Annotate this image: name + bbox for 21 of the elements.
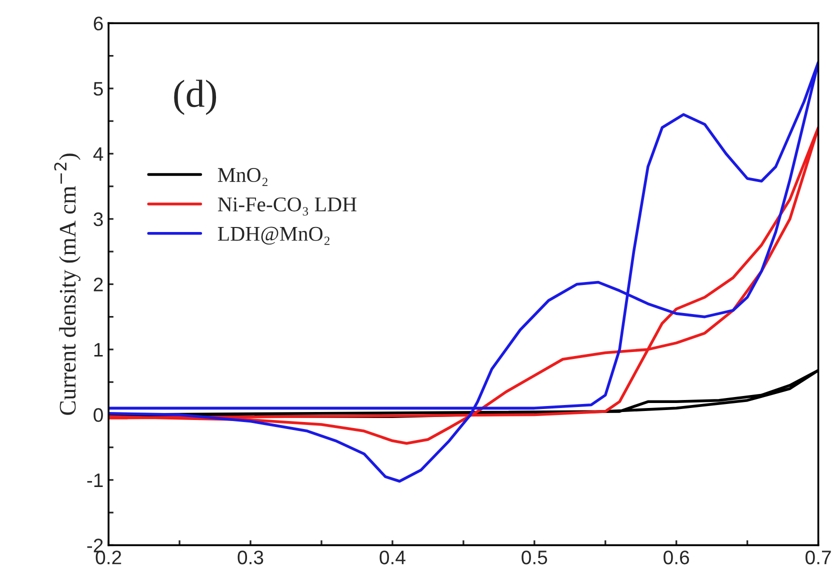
y-tick-label: 5 (94, 82, 103, 96)
y-tick-label: 4 (93, 147, 104, 161)
y-tick-label: 1 (94, 343, 103, 356)
y-tick-label: 6 (94, 16, 103, 30)
y-axis-title: Current density (mA cm$^{−2}$) (54, 154, 81, 415)
x-tick-label: 0.2 (96, 550, 122, 564)
line-series (108, 126, 818, 445)
legend-label: Ni-Fe-CO₃ LDH (218, 197, 356, 216)
x-tick-label: 0.6 (664, 550, 690, 564)
y-tick-label: -1 (87, 474, 103, 487)
x-tick-label: 0.5 (522, 550, 548, 564)
x-tick-label: 0.4 (380, 550, 406, 564)
y-tick-label: 2 (94, 278, 103, 292)
annotation: (d) (174, 80, 216, 115)
legend-label: LDH@MnO₂ (218, 226, 330, 245)
y-tick-label: 0 (94, 408, 103, 422)
legend-label: MnO₂ (218, 168, 268, 186)
x-tick-label: 0.3 (238, 550, 264, 564)
y-tick-label: 3 (94, 212, 103, 226)
line-series (108, 60, 818, 483)
x-tick-label: 0.7 (806, 550, 831, 564)
